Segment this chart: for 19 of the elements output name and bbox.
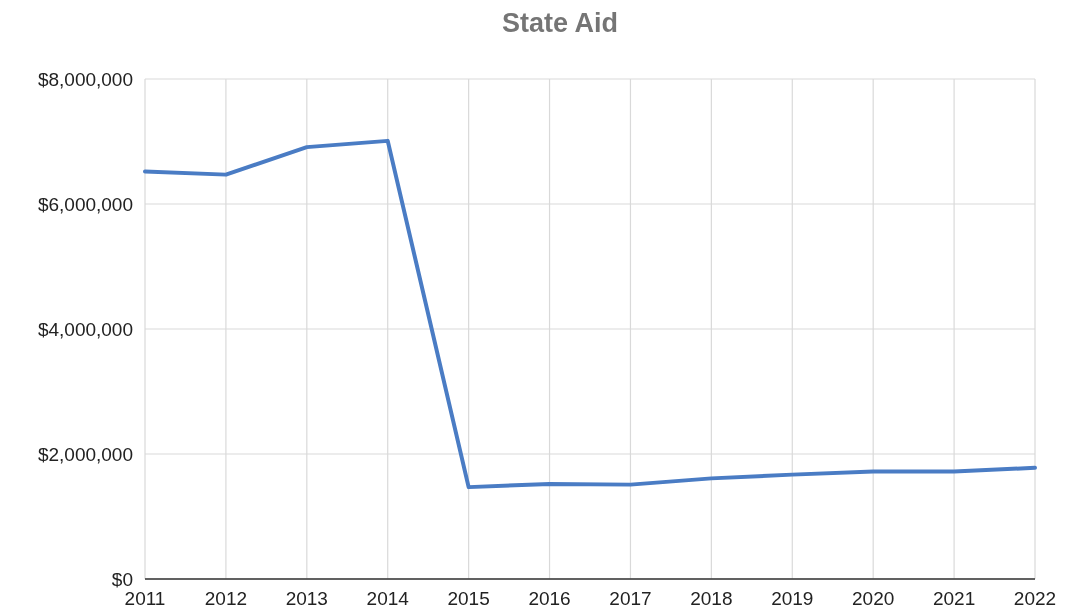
x-tick-label: 2018: [690, 588, 733, 609]
y-tick-label: $6,000,000: [37, 193, 133, 215]
y-tick-label: $0: [111, 568, 133, 590]
x-tick-label: 2015: [447, 588, 490, 609]
y-tick-label: $8,000,000: [37, 68, 133, 90]
y-tick-label: $4,000,000: [37, 318, 133, 340]
x-tick-label: 2017: [609, 588, 652, 609]
x-tick-label: 2019: [771, 588, 814, 609]
x-tick-label: 2022: [1013, 588, 1057, 609]
x-tick-label: 2011: [124, 588, 166, 609]
chart-title: State Aid: [501, 8, 619, 38]
line-series: [143, 138, 1037, 490]
x-tick-label: 2020: [852, 588, 895, 609]
x-tick-label: 2014: [366, 588, 410, 609]
x-tick-label: 2016: [528, 588, 571, 609]
x-tick-label: 2013: [285, 588, 328, 609]
x-tick-label: 2012: [204, 588, 248, 609]
x-tick-label: 2021: [932, 588, 976, 609]
y-tick-label: $2,000,000: [37, 443, 133, 465]
